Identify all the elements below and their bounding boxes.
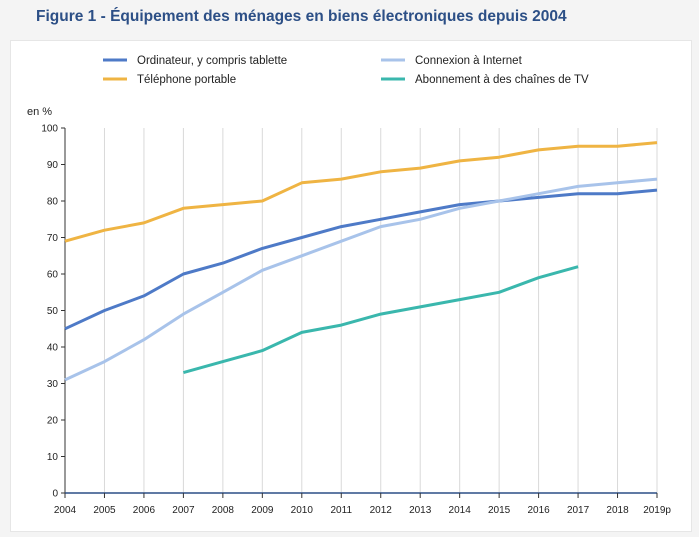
y-tick-label-70: 70 <box>47 233 59 244</box>
x-tick-label-2009: 2009 <box>251 505 274 516</box>
y-tick-label-80: 80 <box>47 197 59 208</box>
legend-label-0: Ordinateur, y compris tablette <box>137 55 287 67</box>
y-tick-label-0: 0 <box>52 489 58 500</box>
x-tick-label-2019p: 2019p <box>643 505 671 516</box>
y-tick-label-40: 40 <box>47 343 59 354</box>
x-tick-label-2005: 2005 <box>93 505 116 516</box>
legend-label-3: Abonnement à des chaînes de TV <box>415 74 589 86</box>
x-tick-label-2012: 2012 <box>370 505 393 516</box>
y-tick-label-100: 100 <box>41 124 58 135</box>
series-line-0 <box>64 188 658 331</box>
y-tick-label-20: 20 <box>47 416 59 427</box>
axes: 0 10 20 30 40 50 60 70 80 90 100 en % 2004 2005 2006 20… <box>27 106 671 516</box>
y-axis-title: en % <box>27 106 52 118</box>
x-tick-label-2013: 2013 <box>409 505 432 516</box>
x-tick-label-2006: 2006 <box>133 505 156 516</box>
legend-label-2: Téléphone portable <box>137 74 236 86</box>
y-tick-label-30: 30 <box>47 379 59 390</box>
x-tick-label-2010: 2010 <box>291 505 314 516</box>
x-tick-label-2011: 2011 <box>331 505 353 516</box>
series-line-2 <box>64 141 658 243</box>
x-tick-label-2014: 2014 <box>449 505 472 516</box>
y-tick-label-90: 90 <box>47 160 59 171</box>
x-tick-label-2016: 2016 <box>527 505 550 516</box>
legend-label-1: Connexion à Internet <box>415 55 523 67</box>
x-tick-label-2007: 2007 <box>172 505 195 516</box>
x-tick-label-2015: 2015 <box>488 505 511 516</box>
legend: Ordinateur, y compris tablette Connexion … <box>103 55 589 86</box>
series-line-1 <box>64 177 658 382</box>
x-tick-label-2004: 2004 <box>54 505 77 516</box>
line-chart: Ordinateur, y compris tablette Connexion … <box>27 55 671 516</box>
grid <box>103 128 658 493</box>
y-tick-label-60: 60 <box>47 270 59 281</box>
x-tick-label-2018: 2018 <box>606 505 629 516</box>
x-tick-label-2017: 2017 <box>567 505 590 516</box>
series-line-3 <box>182 265 579 375</box>
chart-card: Ordinateur, y compris tablette Connexion … <box>10 40 692 532</box>
figure-title: Figure 1 - Équipement des ménages en bie… <box>36 8 567 25</box>
series-lines <box>64 141 658 382</box>
y-tick-label-50: 50 <box>47 306 59 317</box>
x-tick-label-2008: 2008 <box>212 505 235 516</box>
y-tick-label-10: 10 <box>47 452 59 463</box>
